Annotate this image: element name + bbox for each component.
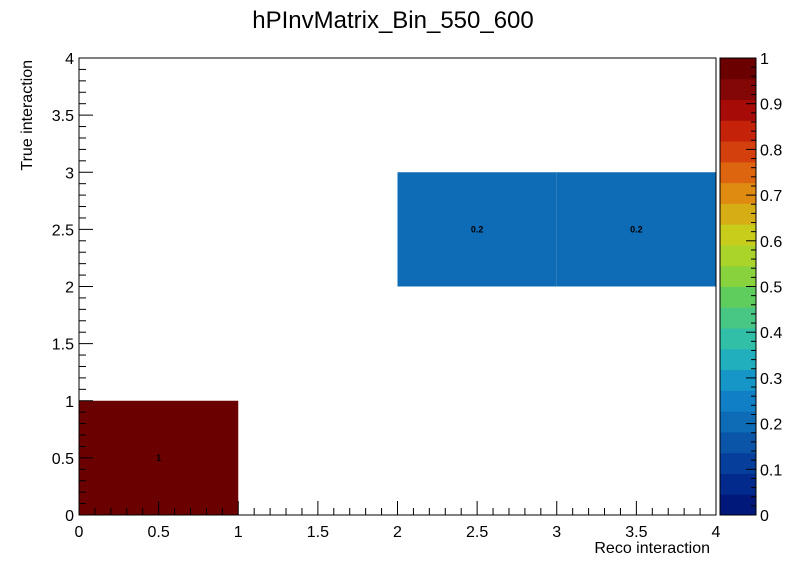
y-tick-label: 0: [65, 508, 74, 525]
colorbar-segment: [720, 141, 756, 163]
colorbar-segment: [720, 411, 756, 433]
y-axis-title: True interaction: [19, 60, 36, 171]
x-tick-label: 4: [712, 524, 721, 541]
heatmap-cell: [79, 400, 239, 515]
y-tick-label: 2.5: [52, 222, 74, 239]
colorbar-segment: [720, 244, 756, 267]
colorbar-segment: [720, 203, 756, 225]
y-tick-label: 4: [65, 51, 74, 68]
x-tick-label: 0.5: [148, 524, 170, 541]
colorbar-segment: [720, 58, 756, 80]
colorbar-segment: [720, 286, 756, 308]
x-tick-label: 3.5: [625, 524, 647, 541]
colorbar-tick-label: 0.7: [760, 188, 782, 205]
colorbar-tick-label: 0: [760, 508, 769, 525]
heatmap-cell: [397, 172, 557, 287]
colorbar-segment: [720, 182, 756, 204]
x-tick-label: 1: [234, 524, 243, 541]
colorbar-segment: [720, 431, 756, 454]
y-tick-label: 3.5: [52, 108, 74, 125]
colorbar-segment: [720, 494, 756, 516]
colorbar-tick-label: 0.1: [760, 462, 782, 479]
colorbar: 0 0.1 0.2 0.3 0.4 0.5 0.6 0.7 0.8 0.9 1: [719, 51, 782, 525]
cell-value-label: 0.2: [471, 224, 484, 234]
colorbar-segment: [720, 224, 756, 246]
heatmap-cell: [556, 172, 716, 287]
colorbar-tick-label: 0.4: [760, 325, 782, 342]
colorbar-tick-label: 0.3: [760, 371, 782, 388]
y-tick-label: 1.5: [52, 337, 74, 354]
x-tick-label: 3: [552, 524, 561, 541]
colorbar-segment: [720, 328, 756, 350]
colorbar-tick-label: 0.6: [760, 234, 782, 251]
colorbar-segment: [720, 369, 756, 391]
colorbar-segment: [720, 78, 756, 101]
colorbar-tick-label: 0.9: [760, 97, 782, 114]
cell-value-label: 0.2: [630, 224, 643, 234]
y-tick-label: 1: [65, 394, 74, 411]
y-tick-label: 3: [65, 165, 74, 182]
colorbar-tick-label: 0.5: [760, 280, 782, 297]
x-axis-title: Reco interaction: [594, 540, 710, 557]
cell-value-label: 1: [156, 453, 161, 463]
y-tick-label: 0.5: [52, 451, 74, 468]
colorbar-segment: [720, 99, 756, 121]
colorbar-segment: [720, 473, 756, 495]
colorbar-segment: [720, 161, 756, 184]
plot-area: 1 0.2 0.2 0 0.5 1 1.5 2 2.5 3 3.5 4 0 0.5 1 1.5 2 2.5 3 3.5…: [52, 51, 721, 541]
colorbar-segment: [720, 120, 756, 142]
colorbar-segment: [720, 307, 756, 329]
x-tick-label: 0: [75, 524, 84, 541]
chart-title: hPInvMatrix_Bin_550_600: [252, 7, 534, 34]
colorbar-tick-label: 1: [760, 51, 769, 68]
colorbar-segment: [720, 452, 756, 474]
x-tick-label: 1.5: [307, 524, 329, 541]
x-tick-label: 2.5: [466, 524, 488, 541]
colorbar-segment: [720, 265, 756, 287]
colorbar-tick-label: 0.2: [760, 417, 782, 434]
colorbar-segment: [720, 390, 756, 412]
x-tick-label: 2: [393, 524, 402, 541]
colorbar-segment: [720, 348, 756, 371]
colorbar-tick-label: 0.8: [760, 142, 782, 159]
y-tick-label: 2: [65, 280, 74, 297]
